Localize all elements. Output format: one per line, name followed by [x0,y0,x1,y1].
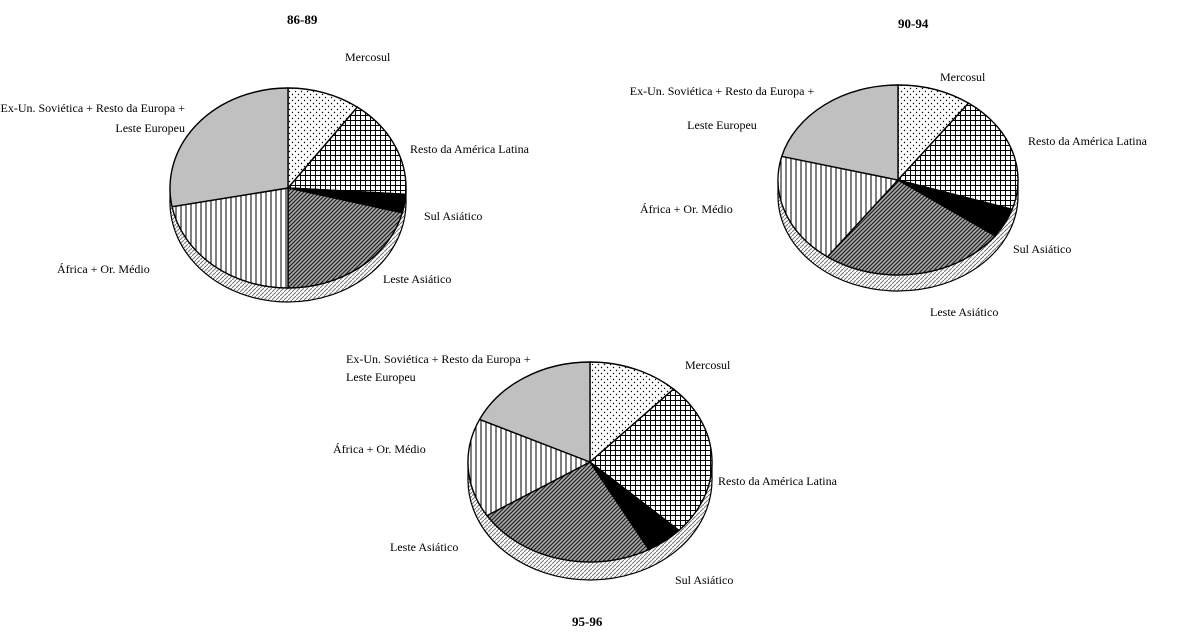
chart-title: 95-96 [572,614,603,629]
slice-label: Leste Asiático [390,540,459,554]
pie-slice [589,361,675,464]
pie-slice [169,87,289,208]
slice-label: Mercosul [685,358,731,372]
pie-slice [826,179,997,276]
slice-label: África + Or. Médio [640,202,733,216]
pie-slice [485,461,650,563]
pie-slice [478,361,591,464]
slice-label: Resto da América Latina [410,142,529,156]
slice-label: África + Or. Médio [333,442,426,456]
slice-label: Leste Asiático [930,305,999,319]
slice-label: Sul Asiático [424,209,483,223]
pie-slice [287,187,404,289]
slice-label: África + Or. Médio [57,262,150,276]
chart-title: 90-94 [898,16,929,31]
pie-slice [287,87,359,190]
pie-slice [897,84,970,182]
slice-label: Mercosul [345,50,391,64]
slice-label: Ex-Un. Soviética + Resto da Europa + Les… [629,84,815,132]
chart-title: 86-89 [287,12,318,27]
pie-slice [467,418,592,517]
pie-slice [588,388,713,532]
slice-label: Leste Asiático [383,272,452,286]
slice-label: Mercosul [940,70,986,84]
pie-slice [171,187,289,289]
slice-label: Sul Asiático [1013,242,1072,256]
slice-label: Resto da América Latina [1028,134,1147,148]
slice-label: Resto da América Latina [718,474,837,488]
pie-slice [896,102,1019,211]
pie-slice [286,106,407,196]
pie-slice [780,84,899,181]
slice-label: Ex-Un. Soviética + Resto da Europa + Les… [346,352,531,384]
slice-label: Ex-Un. Soviética + Resto da Europa + Les… [0,101,186,135]
pie-slice [777,155,900,258]
slice-label: Sul Asiático [675,573,734,587]
